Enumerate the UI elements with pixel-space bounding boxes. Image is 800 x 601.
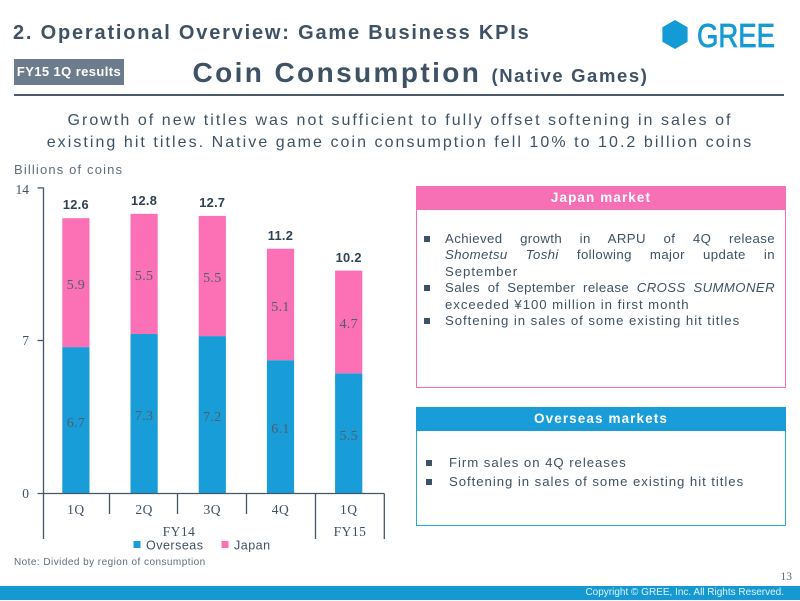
svg-text:4Q: 4Q	[272, 502, 290, 517]
svg-text:1Q: 1Q	[67, 502, 85, 517]
svg-text:10.2: 10.2	[336, 250, 362, 265]
svg-text:5.5: 5.5	[203, 271, 221, 286]
svg-text:FY14: FY14	[163, 524, 196, 539]
svg-text:GREE: GREE	[697, 17, 775, 53]
svg-text:Overseas: Overseas	[146, 539, 204, 553]
svg-text:6.7: 6.7	[67, 416, 85, 431]
svg-text:11.2: 11.2	[268, 228, 293, 243]
svg-text:FY15: FY15	[334, 524, 367, 539]
svg-text:5.5: 5.5	[135, 269, 153, 284]
svg-text:2Q: 2Q	[135, 502, 153, 517]
svg-text:1Q: 1Q	[340, 502, 358, 517]
svg-text:12.6: 12.6	[63, 197, 89, 212]
svg-text:7: 7	[22, 333, 29, 348]
svg-text:7.2: 7.2	[203, 410, 221, 425]
svg-text:5.5: 5.5	[339, 429, 357, 444]
svg-text:3Q: 3Q	[204, 502, 222, 517]
svg-text:6.1: 6.1	[271, 422, 289, 437]
svg-text:Japan: Japan	[234, 539, 271, 553]
svg-text:12.8: 12.8	[131, 193, 157, 208]
svg-text:7.3: 7.3	[135, 409, 153, 424]
svg-text:0: 0	[22, 486, 29, 501]
svg-text:4.7: 4.7	[339, 317, 357, 332]
svg-text:5.9: 5.9	[67, 278, 85, 293]
svg-text:14: 14	[16, 182, 30, 197]
svg-text:12.7: 12.7	[199, 195, 225, 210]
svg-text:5.1: 5.1	[271, 300, 289, 315]
